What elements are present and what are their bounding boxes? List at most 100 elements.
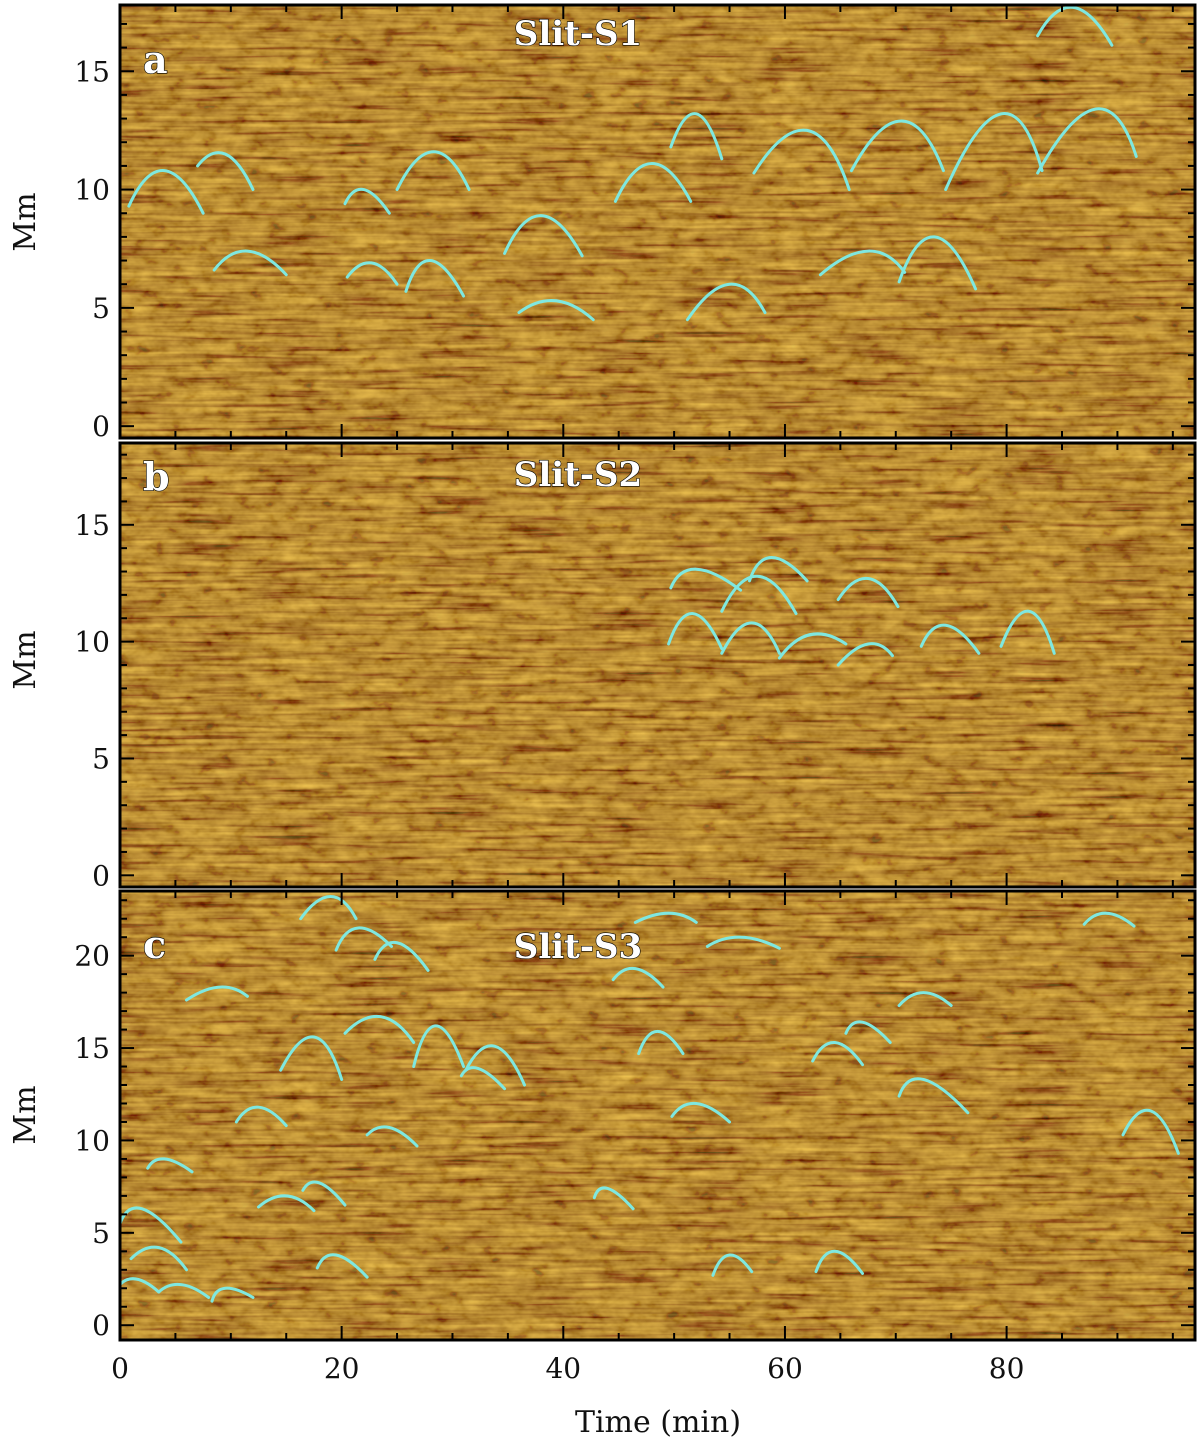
panel-a-arc-18	[1036, 5, 1114, 47]
panel-a-arc-1	[127, 169, 205, 215]
panel-c-y-axis: 0 5 10 15 20	[74, 899, 1195, 1342]
panel-c-arc-30	[844, 1020, 892, 1045]
panel-a-arc-2	[196, 151, 255, 192]
panel-c-frame	[118, 889, 1197, 1342]
panel-a-x-axis	[119, 5, 1174, 438]
panel-a-texture-fine	[120, 5, 1195, 438]
panel-c-texture-fine	[120, 891, 1195, 1340]
panel-c-label: c	[143, 922, 166, 967]
panel-c-arc-15	[120, 1206, 183, 1244]
panel-b-arc-2	[667, 612, 724, 651]
panel-c-arcs	[120, 895, 1180, 1303]
panel-b-arc-1	[669, 567, 743, 592]
panel-a: 0 5 10 15 a Slit-S1 Mm	[8, 3, 1197, 443]
panel-a-ytick-label-15: 15	[74, 55, 110, 88]
panel-a-arc-12	[685, 282, 767, 322]
panel-a-arc-7	[404, 259, 466, 298]
panel-b-ytick-label-15: 15	[74, 509, 110, 542]
panel-c-y-axis-title: Mm	[8, 1085, 43, 1144]
xtick-label-40: 40	[545, 1352, 581, 1385]
xtick-label-60: 60	[767, 1352, 803, 1385]
panel-c-arc-3	[373, 941, 430, 972]
panel-b-arc-4	[720, 621, 781, 655]
panel-a-ytick-label-0: 0	[92, 410, 110, 443]
panel-a-title: Slit-S1	[514, 14, 642, 54]
panel-a-y-axis-title: Mm	[8, 192, 43, 251]
panel-b-ytick-label-0: 0	[92, 859, 110, 892]
panel-a-ytick-label-10: 10	[74, 174, 110, 207]
panel-b-image	[120, 443, 1195, 887]
panel-b-title: Slit-S2	[514, 455, 642, 495]
panel-b-arc-10	[999, 609, 1056, 655]
panel-c-arc-27	[711, 1253, 754, 1277]
panel-b: 0 5 10 15 b Slit-S2 Mm	[8, 441, 1197, 892]
panel-c-arc-9	[464, 1044, 527, 1087]
panel-b-arc-9	[919, 623, 981, 655]
panel-c-arc-32	[897, 1077, 970, 1115]
panel-a-arc-17	[944, 112, 1044, 192]
panel-c-arc-31	[897, 991, 953, 1008]
panel-b-y-axis: 0 5 10 15	[74, 453, 1195, 892]
panel-c-arc-7	[412, 1024, 466, 1069]
panel-a-frame	[118, 3, 1197, 440]
panel-a-arc-11	[669, 112, 724, 161]
panel-c-arc-24	[705, 935, 781, 950]
panel-b-x-axis	[119, 443, 1174, 887]
panel-c-arc-12	[146, 1157, 194, 1174]
panel-c-arc-21	[592, 1186, 635, 1211]
panel-a-arc-16	[897, 235, 978, 291]
panel-a-arc-13	[752, 128, 851, 192]
panel-c-x-axis: 0 20 40 60 80	[111, 891, 1174, 1385]
panel-a-image	[120, 5, 1195, 438]
panel-c-ytick-label-20: 20	[74, 940, 110, 973]
panel-c-arc-33	[1082, 911, 1136, 928]
panel-b-arc-5	[747, 556, 809, 583]
panel-c-ytick-label-10: 10	[74, 1124, 110, 1157]
panel-a-arc-4	[343, 187, 391, 215]
panel-a-arc-9	[517, 299, 595, 322]
panel-c-ytick-label-5: 5	[92, 1217, 110, 1250]
panel-a-arc-6	[395, 150, 471, 192]
panel-a-label: a	[143, 37, 168, 82]
panel-c-arc-26	[670, 1101, 732, 1124]
panel-b-ytick-label-10: 10	[74, 626, 110, 659]
panel-c-arc-20	[315, 1253, 369, 1279]
panel-a-y-axis: 0 5 10 15	[74, 22, 1195, 443]
panel-c-arc-29	[811, 1041, 865, 1067]
panel-b-arc-6	[777, 632, 848, 660]
panel-c-title: Slit-S3	[514, 927, 642, 967]
panel-c-ytick-label-0: 0	[92, 1309, 110, 1342]
panel-b-arc-8	[836, 642, 894, 667]
panel-c-image	[120, 891, 1195, 1340]
xtick-label-80: 80	[989, 1352, 1025, 1385]
xtick-label-0: 0	[111, 1352, 129, 1385]
panel-c-arc-22	[611, 966, 665, 989]
panel-c-arc-4	[184, 985, 249, 1002]
panel-c-arc-28	[814, 1249, 865, 1275]
panel-b-y-axis-title: Mm	[8, 630, 43, 689]
panel-c-ytick-label-15: 15	[74, 1032, 110, 1065]
panel-c-arc-2	[334, 926, 394, 952]
panel-c-arc-17	[120, 1277, 161, 1294]
panel-a-arc-10	[613, 162, 693, 203]
panel-c-arc-1	[299, 895, 358, 921]
panel-b-arc-7	[836, 577, 900, 609]
panel-c-arc-10	[234, 1105, 288, 1128]
panel-c-arc-11	[365, 1125, 419, 1148]
panel-c-arc-14	[301, 1180, 347, 1207]
panel-c-arc-18	[157, 1283, 211, 1299]
panel-a-arc-15	[849, 119, 945, 173]
panel-b-ytick-label-5: 5	[92, 742, 110, 775]
panel-b-label: b	[143, 454, 170, 499]
panel-b-texture-fine	[120, 443, 1195, 887]
panel-c-arc-34	[1121, 1108, 1180, 1155]
panel-a-arc-14	[818, 249, 907, 277]
panel-a-ytick-label-5: 5	[92, 292, 110, 325]
panel-b-arc-3	[720, 574, 798, 616]
panel-b-arcs	[667, 556, 1056, 667]
panel-c-arc-19	[210, 1286, 255, 1303]
x-axis-title: Time (min)	[575, 1405, 741, 1440]
panel-c-arc-5	[343, 1015, 416, 1045]
panel-c: 0 5 10 15 20 0 20 40 60 80 c Slit-S3 Mm Time (mi…	[8, 889, 1197, 1440]
